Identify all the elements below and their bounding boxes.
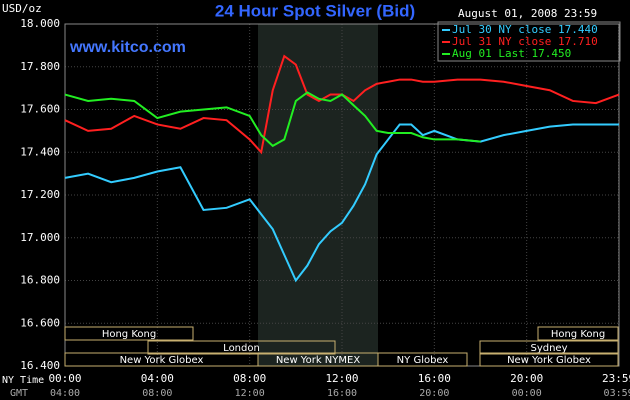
y-tick-label: 16.600 (20, 316, 60, 329)
series-line (64, 123, 619, 283)
gmt-label: 08:00 (142, 388, 172, 399)
y-unit: USD/oz (2, 2, 42, 15)
session-label: NY Globex (397, 355, 449, 366)
x-tick-label: 04:00 (141, 372, 174, 385)
y-tick-label: 16.800 (20, 274, 60, 287)
gmt-label: 20:00 (419, 388, 449, 399)
session-box (479, 340, 619, 355)
date: August 01, 2008 23:59 (458, 7, 597, 20)
y-tick-label: 18.000 (20, 17, 60, 30)
gmt-label: 03:59 (604, 388, 630, 399)
legend-box (437, 21, 621, 62)
gmt-label: 00:00 (512, 388, 542, 399)
x-tick-label: 08:00 (233, 372, 266, 385)
gmt-label: 12:00 (235, 388, 265, 399)
session-label: New York Globex (507, 355, 591, 366)
session-label: Hong Kong (102, 329, 156, 340)
y-tick-label: 17.800 (20, 60, 60, 73)
watermark: www.kitco.com (69, 39, 186, 56)
legend-label: Jul 31 NY close 17.710 (452, 35, 598, 48)
session-box (64, 326, 194, 341)
session-label: London (223, 343, 260, 354)
legend-label: Aug 01 Last 17.450 (452, 47, 571, 60)
row-label: NY Time (2, 375, 44, 386)
x-tick-label: 23:59 (602, 372, 630, 385)
gmt-label: 04:00 (50, 388, 80, 399)
x-tick-label: 12:00 (325, 372, 358, 385)
y-tick-label: 17.400 (20, 145, 60, 158)
session-label: Sydney (530, 343, 567, 354)
y-tick-label: 16.400 (20, 359, 60, 372)
x-tick-label: 00:00 (48, 372, 81, 385)
session-box (147, 340, 336, 355)
x-tick-label: 16:00 (418, 372, 451, 385)
y-tick-label: 17.600 (20, 103, 60, 116)
session-label: New York Globex (120, 355, 204, 366)
session-label: Hong Kong (551, 329, 605, 340)
x-tick-label: 20:00 (510, 372, 543, 385)
session-box (537, 326, 619, 341)
gmt-label: 16:00 (327, 388, 357, 399)
session-box (479, 352, 619, 367)
legend-label: Jul 30 NY close 17.440 (452, 23, 598, 36)
chart-title: 24 Hour Spot Silver (Bid) (215, 1, 415, 20)
session-box (377, 352, 468, 367)
session-label: New York NYMEX (276, 355, 361, 366)
series-line (64, 91, 481, 148)
row-label: GMT (10, 388, 28, 399)
y-tick-label: 17.000 (20, 231, 60, 244)
y-tick-label: 17.200 (20, 188, 60, 201)
